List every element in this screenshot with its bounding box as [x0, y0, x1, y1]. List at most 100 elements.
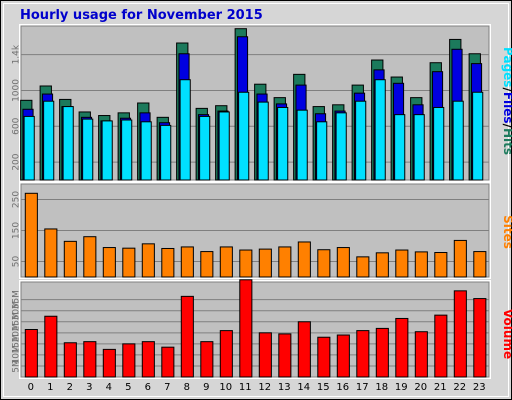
bar-volume	[102, 348, 116, 378]
bar-sites	[375, 252, 389, 278]
bar-volume	[258, 332, 272, 378]
x-tick-label: 11	[239, 382, 252, 393]
x-tick-label: 10	[219, 382, 232, 393]
bar-pages	[452, 100, 464, 181]
bar-sites	[200, 251, 214, 278]
bar-sites	[395, 249, 409, 278]
x-tick-label: 7	[164, 382, 170, 393]
y-tick-label: 15M	[12, 334, 22, 353]
bar-volume	[434, 314, 448, 378]
bar-volume	[44, 315, 58, 378]
y-tick-label: 250	[12, 191, 22, 208]
bar-pages	[218, 111, 230, 181]
x-tick-label: 1	[47, 382, 53, 393]
x-tick-label: 16	[336, 382, 349, 393]
bar-volume	[24, 329, 38, 378]
bar-pages	[374, 79, 386, 181]
bar-sites	[317, 249, 331, 278]
y-tick-label: 1.4k	[12, 44, 22, 64]
x-tick-label: 22	[453, 382, 466, 393]
panel-background	[20, 281, 490, 378]
bar-sites	[258, 248, 272, 278]
bar-sites	[102, 247, 116, 278]
bar-volume	[83, 341, 97, 378]
legend-volume-label: Volume	[501, 309, 512, 359]
legend-pages: Pages	[501, 47, 512, 87]
legend-files: Files	[501, 92, 512, 124]
bar-volume	[453, 290, 467, 378]
x-tick-label: 5	[125, 382, 131, 393]
x-tick-label: 20	[414, 382, 427, 393]
x-tick-label: 9	[203, 382, 209, 393]
bar-pages	[355, 100, 367, 181]
legend-separator: /	[501, 124, 512, 129]
bar-pages	[433, 106, 445, 181]
legend-separator: /	[501, 87, 512, 92]
bar-sites	[161, 247, 175, 278]
bar-volume	[375, 327, 389, 378]
x-tick-label: 23	[473, 382, 486, 393]
legend-volume: Volume	[501, 309, 512, 359]
bar-sites	[414, 251, 428, 278]
legend-hits: Hits	[501, 128, 512, 155]
bar-volume	[414, 331, 428, 378]
bar-pages	[179, 79, 191, 181]
y-tick-label: 20M	[12, 323, 22, 342]
bar-volume	[180, 295, 194, 378]
x-tick-label: 17	[356, 382, 369, 393]
x-tick-label: 0	[28, 382, 34, 393]
bar-pages	[160, 124, 172, 181]
x-tick-label: 15	[317, 382, 330, 393]
y-tick-label: 50	[12, 256, 22, 268]
bar-pages	[140, 121, 152, 181]
bar-pages	[335, 112, 347, 181]
bar-volume	[122, 343, 136, 378]
y-tick-label: 25M	[12, 312, 22, 331]
bar-sites	[453, 239, 467, 278]
bar-sites	[434, 252, 448, 278]
bar-pages	[62, 106, 74, 181]
bar-volume	[219, 330, 233, 378]
bar-pages	[277, 106, 289, 181]
bar-sites	[278, 246, 292, 278]
y-tick-label: 30M	[12, 301, 22, 320]
x-tick-label: 6	[145, 382, 151, 393]
bar-volume	[297, 321, 311, 378]
x-axis-hour-labels: 0 1 2 3 4 5 6 7 8 9 10 11 12 13 14 15 16 17 18 19 20 21 22 23	[28, 382, 486, 393]
x-tick-label: 4	[106, 382, 112, 393]
bar-volume	[336, 334, 350, 378]
bar-pages	[257, 101, 269, 181]
bar-pages	[296, 109, 308, 181]
y-tick-label: 150	[12, 222, 22, 239]
legend-sites-label: Sites	[501, 215, 512, 249]
bar-volume	[317, 336, 331, 378]
bar-pages	[43, 100, 55, 181]
y-tick-label: 35M	[12, 290, 22, 309]
bar-sites	[122, 247, 136, 278]
bar-sites	[297, 241, 311, 278]
y-tick-label: 1000	[12, 79, 22, 102]
x-tick-label: 3	[86, 382, 92, 393]
bar-volume	[356, 330, 370, 378]
bar-pages	[472, 91, 484, 181]
y-tick-label: 200	[12, 153, 22, 170]
bar-sites	[473, 251, 487, 278]
bar-pages	[238, 91, 250, 181]
hits-files-pages-panel: 200 600 1000 1.4k	[12, 24, 491, 182]
bar-sites	[63, 240, 77, 278]
bar-volume	[63, 342, 77, 378]
x-tick-label: 8	[184, 382, 190, 393]
bar-pages	[82, 118, 94, 181]
bar-pages	[394, 114, 406, 181]
legend-hits-files-pages: Pages/Files/Hits	[501, 47, 512, 155]
y-tick-label: 600	[12, 117, 22, 134]
legend-series-labels: Pages/Files/Hits	[501, 47, 512, 155]
bar-volume	[278, 333, 292, 378]
x-tick-label: 14	[297, 382, 310, 393]
x-tick-label: 2	[67, 382, 73, 393]
bar-pages	[413, 114, 425, 181]
bar-pages	[199, 115, 211, 181]
bar-sites	[24, 192, 38, 278]
